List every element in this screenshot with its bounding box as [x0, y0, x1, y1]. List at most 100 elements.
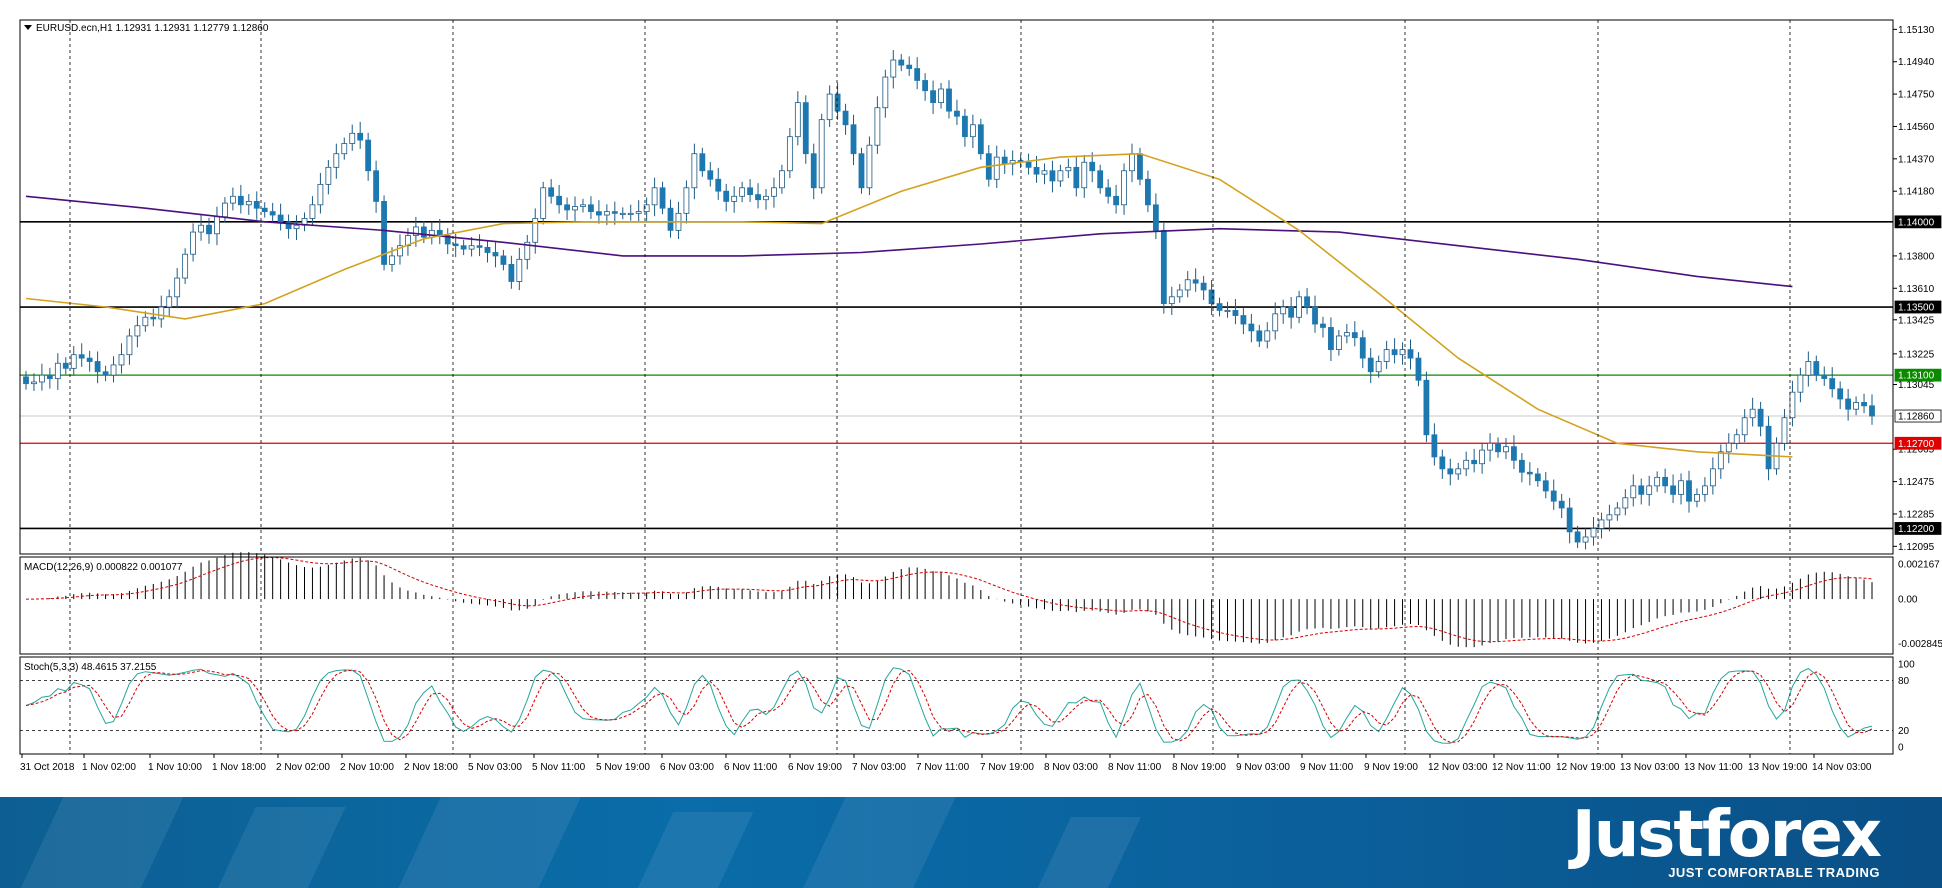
candle-body — [31, 381, 37, 385]
candle-body — [1646, 485, 1653, 495]
candle-body — [930, 90, 936, 104]
candle-body — [763, 195, 769, 201]
price-panel — [20, 49, 1893, 550]
candle-body — [1853, 402, 1859, 410]
time-tick-label: 13 Nov 19:00 — [1748, 762, 1808, 773]
candle-body — [1662, 476, 1669, 487]
candle-body — [214, 216, 220, 235]
candle-body — [54, 362, 61, 379]
candle-body — [444, 235, 451, 245]
candle-body — [333, 153, 340, 168]
candle-body — [1407, 349, 1414, 359]
candle-body — [1256, 330, 1263, 342]
candle-body — [1670, 485, 1676, 495]
candle-body — [1168, 296, 1175, 305]
candle-body — [1057, 170, 1064, 182]
candle-body — [850, 124, 857, 155]
candle-body — [1733, 434, 1740, 444]
candle-body — [1702, 485, 1708, 495]
candle-body — [882, 76, 889, 109]
level-price-box — [1894, 436, 1942, 450]
candle-body — [349, 132, 356, 144]
time-tick-label: 5 Nov 03:00 — [468, 762, 522, 773]
candle-body — [1089, 161, 1096, 172]
candle-body — [1686, 480, 1692, 502]
price-tick-label: 1.12285 — [1898, 509, 1935, 520]
candle-body — [1312, 306, 1318, 325]
price-tick-label: 1.12665 — [1898, 445, 1935, 456]
candle-body — [245, 201, 252, 206]
candle-body — [1264, 330, 1271, 342]
candle-body — [1765, 425, 1772, 470]
candle-body — [914, 68, 921, 81]
candle-body — [1534, 473, 1541, 482]
candle-body — [946, 88, 952, 112]
candle-body — [564, 204, 570, 211]
candle-body — [1749, 408, 1756, 419]
candle-body — [516, 258, 523, 282]
candle-body — [1598, 519, 1605, 529]
candle-body — [476, 245, 483, 248]
candle-body — [834, 93, 841, 112]
candle-body — [94, 361, 101, 373]
price-tick-label: 1.15130 — [1898, 25, 1935, 36]
candle-body — [309, 204, 316, 219]
candle-body — [1845, 398, 1852, 410]
time-tick-label: 2 Nov 18:00 — [404, 762, 458, 773]
candle-body — [1240, 315, 1247, 325]
candle-body — [794, 102, 801, 138]
candle-body — [1343, 332, 1350, 337]
candle-body — [1296, 296, 1303, 318]
candle-body — [1129, 153, 1135, 172]
candle-body — [325, 166, 332, 185]
candle-body — [253, 201, 260, 209]
symbol-header: EURUSD.ecn,H1 1.12931 1.12931 1.12779 1.… — [36, 23, 269, 34]
candle-body — [1694, 493, 1700, 502]
candle-body — [651, 187, 658, 206]
candle-body — [317, 183, 324, 206]
candle-body — [1383, 349, 1390, 362]
candle-body — [198, 224, 204, 233]
time-tick-label: 14 Nov 03:00 — [1812, 762, 1872, 773]
time-tick-label: 7 Nov 19:00 — [980, 762, 1034, 773]
candle-body — [1184, 279, 1191, 291]
candle-body — [1399, 349, 1406, 356]
candle-body — [603, 211, 610, 216]
level-price-label: 1.13100 — [1898, 371, 1935, 382]
time-tick-label: 9 Nov 11:00 — [1300, 762, 1354, 773]
candle-body — [1837, 388, 1844, 400]
candle-body — [1590, 528, 1597, 538]
candle-body — [1208, 289, 1215, 305]
candle-body — [452, 243, 459, 247]
candle-body — [428, 229, 435, 238]
candle-body — [611, 211, 618, 214]
macd-tick-label: -0.002845 — [1898, 639, 1942, 650]
level-price-label: 1.12700 — [1898, 439, 1935, 450]
level-price-box — [1894, 368, 1942, 382]
stoch-k-line — [25, 667, 1873, 744]
stoch-tick-label: 100 — [1898, 660, 1915, 671]
justforex-logo[interactable]: Justforex — [1571, 798, 1882, 872]
candle-body — [1741, 417, 1748, 436]
candle-body — [1550, 490, 1557, 502]
time-tick-label: 31 Oct 2018 — [20, 762, 75, 773]
candle-body — [572, 206, 578, 211]
chevron-down-icon[interactable] — [24, 25, 32, 30]
candle-body — [659, 187, 666, 209]
candle-body — [229, 195, 236, 204]
stoch-tick-label: 20 — [1898, 726, 1910, 737]
level-price-label: 1.12860 — [1898, 412, 1935, 423]
candle-body — [1869, 405, 1875, 417]
stoch-tick-label: 80 — [1898, 676, 1910, 687]
macd-label: MACD(12,26,9) 0.000822 0.001077 — [24, 562, 183, 573]
candle-body — [78, 354, 85, 359]
candle-body — [1145, 178, 1151, 206]
candle-body — [1328, 327, 1334, 350]
candle-body — [619, 212, 626, 215]
candle-body — [906, 64, 913, 69]
candle-body — [1821, 374, 1828, 379]
level-price-box — [1894, 409, 1942, 423]
candle-body — [826, 93, 833, 121]
candle-body — [588, 204, 594, 213]
candle-body — [182, 253, 189, 279]
